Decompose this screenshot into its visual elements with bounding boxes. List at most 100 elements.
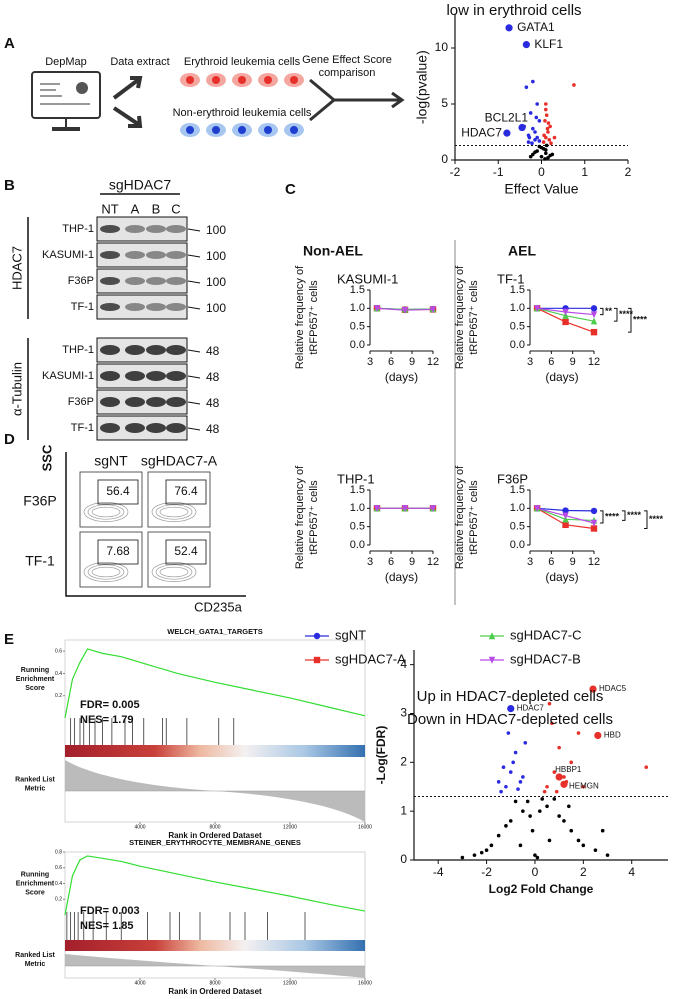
point <box>543 157 547 161</box>
chart-title: KASUMI-1 <box>337 271 398 286</box>
point <box>569 760 574 765</box>
chart-title: WELCH_GATA1_TARGETS <box>167 627 262 636</box>
x-tick-label: 9 <box>570 556 576 568</box>
panel-letter: C <box>285 181 296 198</box>
point <box>508 819 513 823</box>
x-tick-label: 12000 <box>283 980 297 986</box>
y-tick-label: 5 <box>441 96 448 110</box>
point <box>401 505 409 513</box>
flow-percentage: 76.4 <box>174 484 198 498</box>
stat-label: FDR= 0.005 <box>80 699 140 711</box>
y-tick-label: 0.2 <box>55 693 62 699</box>
flow-gate <box>165 479 207 505</box>
y-tick-label: 1.5 <box>510 284 525 296</box>
flow-contour <box>87 564 125 580</box>
point <box>401 306 409 314</box>
flow-plot <box>147 531 211 588</box>
x-tick-label: 12000 <box>283 824 297 830</box>
point <box>535 135 539 140</box>
point <box>535 855 540 860</box>
workflow-icons <box>31 71 405 131</box>
flow-y-axis: SSC <box>39 444 54 471</box>
point <box>539 145 544 150</box>
point <box>576 731 581 735</box>
point <box>576 838 581 843</box>
point <box>548 124 552 129</box>
x-tick-label: 6 <box>388 556 394 568</box>
x-tick-label: 12 <box>588 556 600 568</box>
group-name: α-Tubulin <box>9 362 24 416</box>
point <box>533 130 537 134</box>
lane-label: C <box>171 201 180 216</box>
blot-band <box>166 277 186 285</box>
axes <box>369 290 433 352</box>
y-tick-label: 10 <box>435 40 449 54</box>
flow-axes <box>65 452 246 597</box>
x-tick-label: -2 <box>481 865 492 879</box>
point-label: HBD <box>604 731 621 740</box>
rank-bar <box>65 745 365 757</box>
y-tick-label: 0.4 <box>55 881 62 887</box>
point <box>533 853 537 857</box>
point <box>545 784 549 789</box>
row-label: KASUMI-1 <box>42 249 94 261</box>
point <box>511 760 515 765</box>
y-axis-label: Relative frequency of <box>294 265 306 369</box>
x-tick-label: 4 <box>628 865 635 879</box>
x-tick-label: 8000 <box>209 824 220 830</box>
point <box>590 317 598 325</box>
point <box>547 701 552 706</box>
significance-bracket <box>600 307 604 316</box>
y-axis-label: -Log(FDR) <box>374 726 388 785</box>
x-tick-label: 4000 <box>134 824 145 830</box>
x-tick-label: -4 <box>433 865 444 879</box>
comparison-label: comparison <box>319 67 376 79</box>
point <box>484 848 489 853</box>
x-tick-label: 16000 <box>358 824 372 830</box>
flow-gate <box>165 539 207 565</box>
blot-band <box>146 225 166 233</box>
y-tick-label: 0 <box>400 852 407 866</box>
point <box>552 135 557 140</box>
y-tick-label: 1.0 <box>510 502 525 514</box>
point-label: GATA1 <box>517 20 555 34</box>
blot-band <box>166 251 186 259</box>
point <box>429 505 437 513</box>
x-tick-label: 8000 <box>209 980 220 986</box>
labeled-point <box>589 685 597 693</box>
blot-band <box>100 371 120 381</box>
point <box>552 797 557 801</box>
labeled-point <box>522 41 530 49</box>
flow-row: TF-1 <box>25 553 55 569</box>
axes <box>529 490 594 552</box>
y-tick-label: 1.0 <box>350 502 365 514</box>
significance-bracket <box>600 510 604 524</box>
x-tick-label: 4000 <box>134 980 145 986</box>
legend-label: sgHDAC7-A <box>335 651 406 666</box>
row-label: F36P <box>68 396 94 408</box>
flow-column: sgNT <box>94 453 128 469</box>
blot-band <box>146 303 166 311</box>
x-tick-label: -1 <box>493 165 504 179</box>
point <box>506 731 511 735</box>
point <box>489 843 494 848</box>
point <box>549 141 553 145</box>
point <box>373 505 381 513</box>
point <box>528 814 532 818</box>
point <box>527 135 532 140</box>
point <box>528 111 533 115</box>
point <box>590 525 598 532</box>
flow-contour <box>83 502 129 522</box>
point-label: HDAC5 <box>599 684 627 693</box>
point <box>533 150 537 154</box>
blot-band <box>125 397 145 407</box>
x-axis-label: (days) <box>385 570 418 584</box>
legend-marker <box>488 632 496 640</box>
y-axis-label: Score <box>25 685 45 692</box>
blot-band <box>100 345 120 355</box>
point <box>562 775 566 779</box>
x-tick-label: 12 <box>427 556 439 568</box>
marker-label: 100 <box>206 275 226 289</box>
point <box>543 119 547 123</box>
labeled-point <box>503 129 511 137</box>
